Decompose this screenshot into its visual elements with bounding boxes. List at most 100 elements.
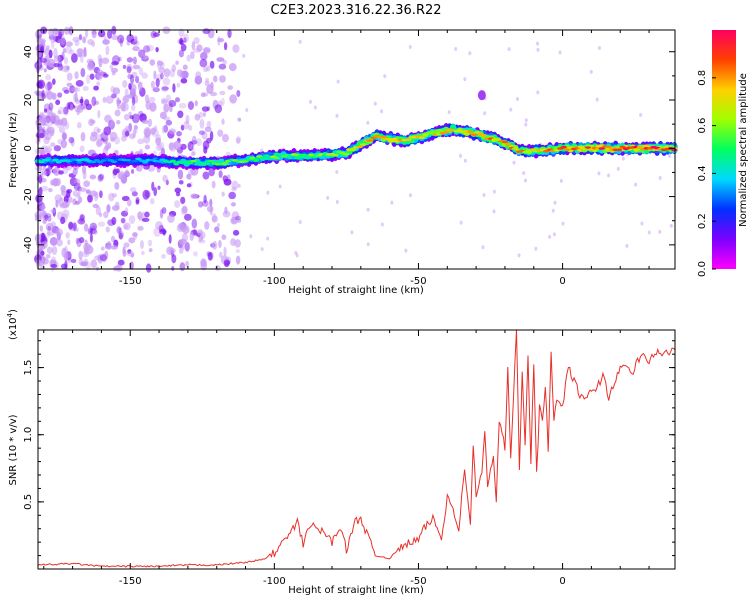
noise-blob [99, 190, 103, 199]
noise-blob [67, 239, 71, 246]
noise-blob [161, 86, 169, 91]
ridge-blob [207, 159, 215, 163]
noise-blob [75, 237, 80, 245]
noise-blob [221, 118, 225, 125]
noise-blob [221, 97, 225, 106]
noise-blob [187, 142, 193, 150]
noise-blob [202, 140, 210, 150]
noise-blob [70, 87, 78, 92]
noise-blob [366, 207, 370, 212]
noise-blob [82, 36, 87, 44]
noise-blob [148, 248, 153, 253]
ridge-blob [671, 148, 678, 152]
noise-blob [492, 189, 496, 194]
noise-blob [39, 132, 45, 139]
ridge-blob [38, 160, 45, 164]
noise-blob [103, 35, 107, 42]
noise-blob [223, 42, 228, 51]
noise-blob [141, 119, 149, 124]
noise-blob [197, 229, 203, 236]
noise-blob [63, 26, 70, 35]
noise-blob [326, 195, 330, 200]
ridge-blob [273, 156, 280, 160]
noise-blob [54, 194, 62, 203]
y-axis-scale-label: (x104) [6, 309, 19, 340]
snr-series-line [37, 329, 676, 568]
noise-blob [53, 166, 61, 176]
noise-blob [249, 234, 253, 239]
noise-blob [235, 255, 241, 265]
noise-blob [153, 70, 157, 80]
noise-blob [155, 137, 162, 146]
noise-blob [231, 186, 237, 192]
noise-blob [146, 44, 154, 52]
noise-blob [135, 75, 140, 84]
noise-blob [191, 218, 198, 229]
noise-blob [222, 133, 229, 143]
noise-blob [57, 106, 66, 115]
noise-blob [180, 143, 187, 150]
noise-blob [111, 61, 119, 66]
noise-blob [73, 182, 81, 191]
noise-blob [131, 113, 140, 124]
noise-blob [53, 55, 61, 63]
noise-blob [195, 71, 202, 78]
noise-blob [404, 248, 408, 253]
noise-blob [188, 124, 193, 131]
x-tick-label: -150 [119, 276, 142, 287]
noise-blob [84, 239, 88, 247]
noise-blob [90, 190, 98, 197]
noise-blob [232, 229, 240, 236]
noise-blob [193, 250, 198, 257]
ridge-blob [404, 138, 412, 142]
noise-blob [157, 185, 161, 190]
noise-blob [335, 113, 339, 118]
noise-blob [185, 114, 190, 125]
noise-blob [58, 28, 65, 37]
noise-blob [39, 204, 46, 210]
noise-blob [69, 49, 75, 55]
y-tick-label: 20 [23, 94, 34, 107]
noise-blob [186, 183, 192, 188]
noise-blob [483, 111, 487, 116]
noise-blob [183, 213, 192, 221]
noise-blob [187, 141, 194, 152]
noise-blob [148, 96, 156, 103]
noise-blob [116, 263, 120, 271]
noise-blob [53, 145, 62, 152]
noise-blob [171, 266, 175, 271]
noise-blob [235, 218, 242, 223]
noise-blob [158, 224, 164, 232]
noise-blob [658, 176, 662, 181]
noise-blob [63, 64, 70, 73]
noise-blob [178, 102, 187, 109]
noise-blob [194, 100, 198, 107]
noise-blob [76, 122, 82, 129]
noise-blob [204, 126, 212, 133]
noise-blob [90, 259, 98, 269]
noise-blob [155, 220, 163, 230]
noise-blob [553, 200, 557, 205]
noise-blob [89, 134, 98, 142]
noise-blob [183, 120, 190, 130]
noise-blob [175, 97, 180, 103]
noise-blob [82, 52, 87, 58]
noise-blob [373, 101, 377, 106]
ridge-blob [359, 143, 367, 146]
x-axis-ticks: -150 -100 -50 0 [43, 30, 650, 287]
noise-blob [132, 64, 141, 70]
ridge-blob [142, 160, 149, 164]
noise-blob [640, 221, 644, 226]
noise-blob [44, 214, 49, 221]
noise-blob [51, 245, 58, 255]
noise-blob [481, 245, 485, 250]
noise-blob [75, 227, 79, 232]
noise-blob [131, 232, 138, 237]
noise-blob [482, 192, 486, 197]
x-axis-label: Height of straight line (km) [288, 285, 424, 296]
y-tick-label: 0.5 [23, 494, 34, 510]
noise-blob [61, 51, 65, 60]
noise-cloud [34, 25, 673, 273]
noise-blob [221, 234, 227, 241]
noise-blob [105, 95, 114, 104]
